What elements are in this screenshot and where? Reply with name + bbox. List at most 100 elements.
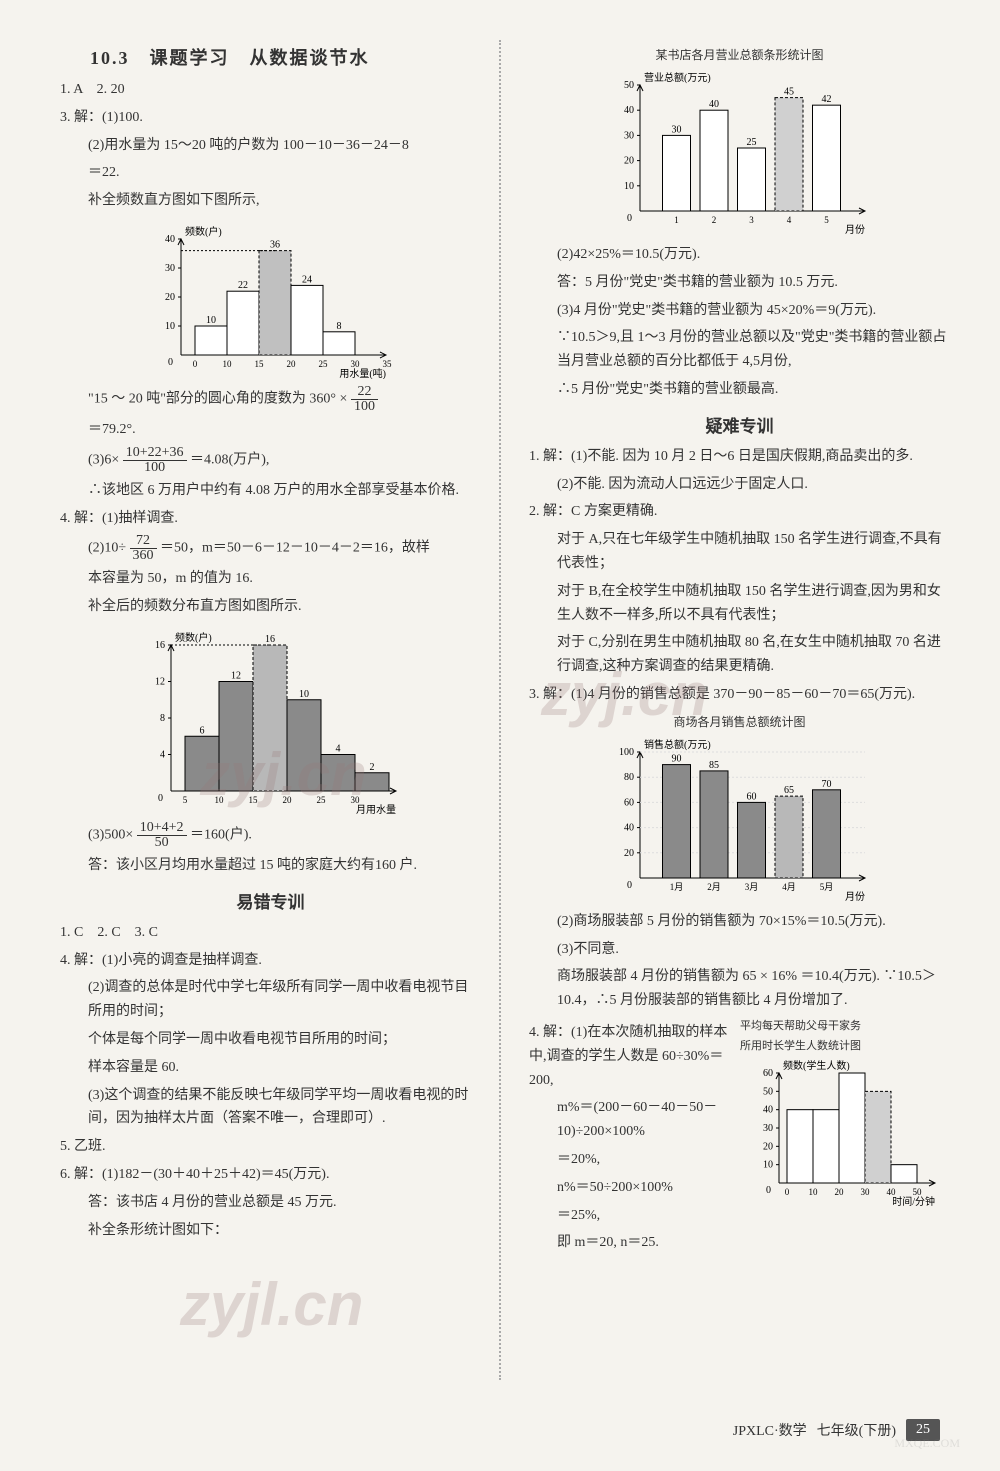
svg-text:销售总额(万元): 销售总额(万元) [644, 738, 711, 751]
svg-text:40: 40 [165, 234, 175, 245]
text: ＝50，m＝50－6－12－10－4－2＝16，故样 [160, 541, 430, 556]
svg-text:70: 70 [821, 779, 831, 790]
svg-text:40: 40 [624, 822, 634, 833]
svg-text:15: 15 [248, 795, 258, 805]
text-line: 5. 乙班. [60, 1135, 481, 1159]
svg-text:10: 10 [763, 1160, 773, 1171]
text: ＝160(户). [190, 828, 252, 843]
svg-text:0: 0 [192, 359, 197, 369]
svg-text:频数(户): 频数(户) [175, 631, 212, 644]
svg-text:12: 12 [155, 676, 165, 687]
svg-text:2月: 2月 [707, 882, 721, 892]
fraction: 10+22+36100 [123, 446, 187, 475]
chart-title: 某书店各月营业总额条形统计图 [529, 46, 950, 63]
svg-text:月用水量: 月用水量 [356, 804, 396, 815]
svg-text:时间/分钟: 时间/分钟 [892, 1195, 935, 1207]
svg-text:营业总额(万元): 营业总额(万元) [644, 71, 711, 84]
svg-text:50: 50 [913, 1187, 923, 1197]
svg-text:20: 20 [282, 795, 292, 805]
svg-text:40: 40 [709, 99, 719, 110]
svg-text:40: 40 [887, 1187, 897, 1197]
svg-text:0: 0 [627, 213, 632, 224]
svg-text:0: 0 [627, 880, 632, 891]
text-line: 补全后的频数分布直方图如图所示. [60, 595, 481, 619]
svg-text:2: 2 [369, 762, 374, 773]
text: (3)6× [88, 453, 119, 468]
svg-text:20: 20 [624, 848, 634, 859]
text-line: (3)不同意. [529, 938, 950, 962]
text-line: 对于 B,在全校学生中随机抽取 150 名学生进行调查,因为男和女生人数不一样多… [529, 580, 950, 628]
svg-text:4月: 4月 [782, 882, 796, 892]
text-line: (2)用水量为 15～20 吨的户数为 100－10－36－24－8 [60, 134, 481, 158]
text-line: (3)4 月份"党史"类书籍的营业额为 45×20%＝9(万元). [529, 299, 950, 323]
svg-text:月份: 月份 [845, 891, 865, 903]
svg-text:24: 24 [302, 274, 312, 285]
text-line: 3. 解：(1)100. [60, 106, 481, 130]
svg-text:15: 15 [254, 359, 264, 369]
chart-title: 商场各月销售总额统计图 [529, 713, 950, 730]
svg-text:月份: 月份 [845, 224, 865, 236]
svg-text:22: 22 [238, 280, 248, 291]
svg-text:40: 40 [624, 105, 634, 116]
text-line: 答：该小区月均用水量超过 15 吨的家庭大约有160 户. [60, 854, 481, 878]
svg-text:10: 10 [222, 359, 232, 369]
text-line: 3. 解：(1)4 月份的销售总额是 370－90－85－60－70＝65(万元… [529, 683, 950, 707]
svg-text:5月: 5月 [819, 882, 833, 892]
svg-text:90: 90 [671, 753, 681, 764]
svg-text:4: 4 [160, 749, 165, 760]
text-line: ＝79.2°. [60, 418, 481, 442]
svg-text:20: 20 [286, 359, 296, 369]
text-line: ∴该地区 6 万用户中约有 4.08 万户的用水全部享受基本价格. [60, 479, 481, 503]
footer-grade: 七年级(下册) [817, 1420, 896, 1440]
svg-text:16: 16 [155, 640, 165, 651]
chart-title: 所用时长学生人数统计图 [740, 1037, 950, 1053]
svg-text:频数(户): 频数(户) [185, 225, 222, 238]
svg-text:10: 10 [206, 315, 216, 326]
svg-text:20: 20 [835, 1187, 845, 1197]
svg-text:16: 16 [265, 634, 275, 645]
svg-text:30: 30 [763, 1123, 773, 1134]
text-line: 补全条形统计图如下： [60, 1219, 481, 1243]
text-line: 对于 A,只在七年级学生中随机抽取 150 名学生进行调查,不具有代表性； [529, 528, 950, 576]
svg-text:60: 60 [624, 797, 634, 808]
text-line: 1. A 2. 20 [60, 78, 481, 102]
svg-text:30: 30 [350, 359, 360, 369]
svg-text:60: 60 [746, 791, 756, 802]
svg-text:用水量(吨): 用水量(吨) [339, 367, 386, 379]
bar-chart-mall-sales: 商场各月销售总额统计图 2040608010090856065701月2月3月4… [529, 713, 950, 904]
svg-text:4: 4 [335, 743, 340, 754]
fraction: 72360 [130, 534, 157, 563]
svg-text:频数(学生人数): 频数(学生人数) [783, 1059, 850, 1072]
text: ＝4.08(万户), [190, 453, 269, 468]
text-line: "15 ～ 20 吨"部分的圆心角的度数为 360° × 22100 [60, 385, 481, 414]
svg-text:25: 25 [746, 137, 756, 148]
text-line: 个体是每个同学一周中收看电视节目所用的时间； [60, 1028, 481, 1052]
svg-text:3: 3 [749, 215, 754, 225]
svg-text:65: 65 [784, 785, 794, 796]
text-line: ＝22. [60, 161, 481, 185]
svg-text:0: 0 [158, 793, 163, 804]
svg-text:100: 100 [619, 747, 634, 758]
svg-text:36: 36 [270, 240, 280, 251]
svg-text:3月: 3月 [744, 882, 758, 892]
svg-text:1: 1 [674, 215, 679, 225]
svg-text:12: 12 [231, 670, 241, 681]
text: (3)500× [88, 828, 133, 843]
chart-title: 平均每天帮助父母干家务 [740, 1017, 950, 1033]
footer-code: JPXLC·数学 [733, 1420, 807, 1440]
text-line: 对于 C,分别在男生中随机抽取 80 名,在女生中随机抽取 70 名进行调查,这… [529, 631, 950, 679]
text-line: ∵10.5＞9,且 1～3 月份的营业总额以及"党史"类书籍的营业额占当月营业总… [529, 326, 950, 374]
subsection-title: 疑难专训 [529, 412, 950, 437]
svg-text:45: 45 [784, 87, 794, 98]
svg-text:25: 25 [316, 795, 326, 805]
text-line: 补全频数直方图如下图所示, [60, 189, 481, 213]
svg-text:6: 6 [199, 725, 204, 736]
right-column: 某书店各月营业总额条形统计图 1020304050304025454212345… [521, 40, 950, 1380]
text-line: (2)不能. 因为流动人口远远少于固定人口. [529, 473, 950, 497]
text-line: (3)500× 10+4+250 ＝160(户). [60, 821, 481, 850]
svg-text:4: 4 [786, 215, 791, 225]
text-line: ∴5 月份"党史"类书籍的营业额最高. [529, 378, 950, 402]
svg-text:25: 25 [318, 359, 328, 369]
text-line: (2)商场服装部 5 月份的销售额为 70×15%＝10.5(万元). [529, 910, 950, 934]
text-line: 本容量为 50，m 的值为 16. [60, 567, 481, 591]
